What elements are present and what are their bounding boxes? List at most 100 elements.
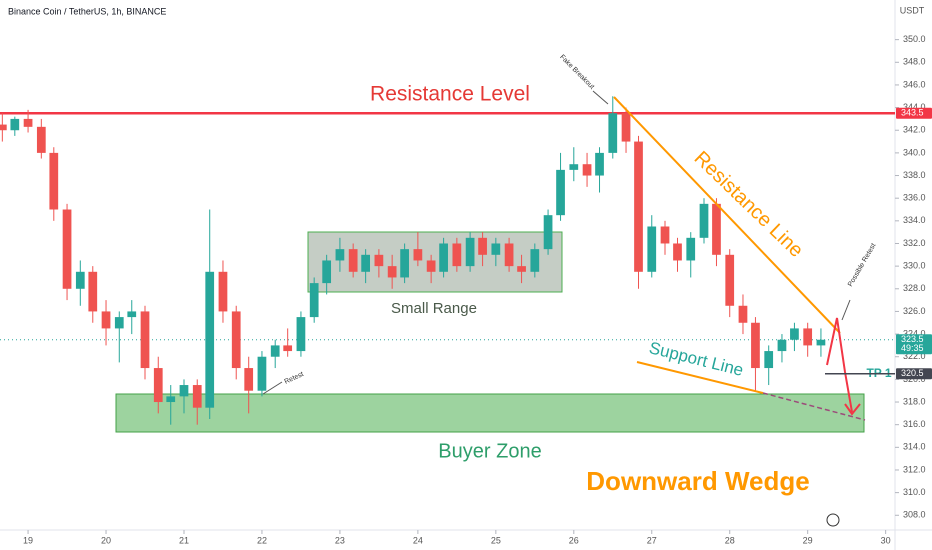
y-tick-label: 344.0 bbox=[903, 102, 926, 112]
candle-body bbox=[556, 169, 565, 216]
y-tick-label: 308.0 bbox=[903, 510, 926, 520]
y-tick-label: 328.0 bbox=[903, 283, 926, 293]
x-tick-label: 27 bbox=[647, 535, 657, 545]
candle-body bbox=[335, 249, 345, 261]
candle-body bbox=[296, 317, 306, 352]
candle-body bbox=[504, 243, 514, 267]
y-tick-label: 348.0 bbox=[903, 57, 926, 67]
candle-body bbox=[699, 203, 709, 238]
y-tick-label: 338.0 bbox=[903, 170, 926, 180]
x-tick-label: 29 bbox=[803, 535, 813, 545]
projection-line bbox=[762, 392, 866, 421]
candle-body bbox=[283, 345, 293, 352]
candle-body bbox=[452, 243, 462, 267]
candle-body bbox=[23, 118, 33, 127]
candle-body bbox=[725, 254, 735, 306]
y-tick-label: 326.0 bbox=[903, 306, 926, 316]
candle-body bbox=[166, 396, 176, 403]
candle-body bbox=[153, 368, 163, 403]
support-line bbox=[636, 361, 764, 394]
price-label: 323.5 bbox=[901, 334, 924, 344]
x-tick-label: 30 bbox=[881, 535, 891, 545]
candle-body bbox=[400, 249, 409, 278]
candle-body bbox=[205, 271, 215, 408]
y-tick-label: 340.0 bbox=[903, 147, 926, 157]
y-tick-label: 316.0 bbox=[903, 419, 926, 429]
x-tick-label: 19 bbox=[23, 535, 33, 545]
x-tick-label: 20 bbox=[101, 535, 111, 545]
annotation: Downward Wedge bbox=[586, 466, 809, 496]
lightning-icon[interactable] bbox=[826, 513, 840, 527]
price-label-box bbox=[896, 107, 932, 119]
candle-body bbox=[0, 124, 7, 131]
candle-body bbox=[673, 243, 682, 261]
candle-body bbox=[348, 249, 358, 272]
candle-body bbox=[361, 254, 371, 272]
candle-body bbox=[374, 254, 384, 267]
y-tick-label: 346.0 bbox=[903, 79, 926, 89]
candle-body bbox=[751, 322, 760, 369]
candle-body bbox=[491, 243, 501, 255]
candle-body bbox=[439, 243, 448, 272]
candle-body bbox=[686, 237, 696, 261]
candle-body bbox=[569, 164, 579, 170]
y-tick-label: 318.0 bbox=[903, 396, 926, 406]
candle-body bbox=[309, 283, 319, 318]
candle-body bbox=[634, 141, 643, 272]
candle-body bbox=[647, 226, 657, 272]
candle-body bbox=[595, 152, 604, 176]
candle-body bbox=[322, 260, 332, 284]
y-tick-label: 310.0 bbox=[903, 487, 926, 497]
x-tick-label: 25 bbox=[491, 535, 501, 545]
annotation: Small Range bbox=[391, 300, 477, 317]
candle-body bbox=[270, 345, 280, 357]
candle-body bbox=[582, 164, 592, 176]
y-tick-label: 336.0 bbox=[903, 193, 926, 203]
y-tick-label: 324.0 bbox=[903, 328, 926, 338]
symbol-title: Binance Coin / TetherUS, 1h, BINANCE bbox=[8, 6, 166, 16]
candle-body bbox=[36, 126, 46, 153]
y-tick-label: 314.0 bbox=[903, 442, 926, 452]
x-tick-label: 22 bbox=[257, 535, 267, 545]
pointer bbox=[592, 90, 609, 105]
candle-body bbox=[621, 113, 631, 142]
x-tick-label: 26 bbox=[569, 535, 579, 545]
pointer bbox=[262, 381, 283, 395]
y-tick-label: 330.0 bbox=[903, 261, 926, 271]
price-label: 320.5 bbox=[901, 368, 924, 378]
candle-body bbox=[10, 118, 20, 131]
candle-body bbox=[413, 249, 423, 261]
candle-body bbox=[764, 351, 774, 369]
y-tick-label: 332.0 bbox=[903, 238, 926, 248]
candle-body bbox=[140, 311, 150, 369]
candle-body bbox=[426, 260, 436, 272]
y-tick-label: 350.0 bbox=[903, 34, 926, 44]
x-tick-label: 23 bbox=[335, 535, 345, 545]
candle-body bbox=[88, 271, 98, 312]
candle-body bbox=[660, 226, 670, 244]
candle-body bbox=[75, 271, 85, 289]
candle-body bbox=[790, 328, 799, 340]
arrow-head bbox=[844, 403, 861, 416]
candle-body bbox=[465, 237, 475, 267]
annotation: Buyer Zone bbox=[438, 440, 541, 462]
annotation: Resistance Level bbox=[370, 83, 530, 106]
candle-body bbox=[257, 356, 267, 391]
y-unit: USDT bbox=[900, 5, 925, 15]
price-label-box bbox=[896, 334, 932, 355]
candle-body bbox=[179, 385, 189, 397]
candle-body bbox=[608, 113, 618, 153]
candle-body bbox=[517, 266, 526, 272]
y-tick-label: 312.0 bbox=[903, 464, 926, 474]
resistance-line bbox=[613, 96, 841, 334]
candle-body bbox=[712, 203, 721, 255]
candle-body bbox=[101, 311, 111, 329]
candle-body bbox=[738, 305, 748, 323]
candle-body bbox=[803, 328, 813, 346]
price-label-box bbox=[896, 368, 932, 380]
candle-body bbox=[114, 317, 124, 329]
y-tick-label: 322.0 bbox=[903, 351, 926, 361]
candle-body bbox=[777, 339, 787, 352]
